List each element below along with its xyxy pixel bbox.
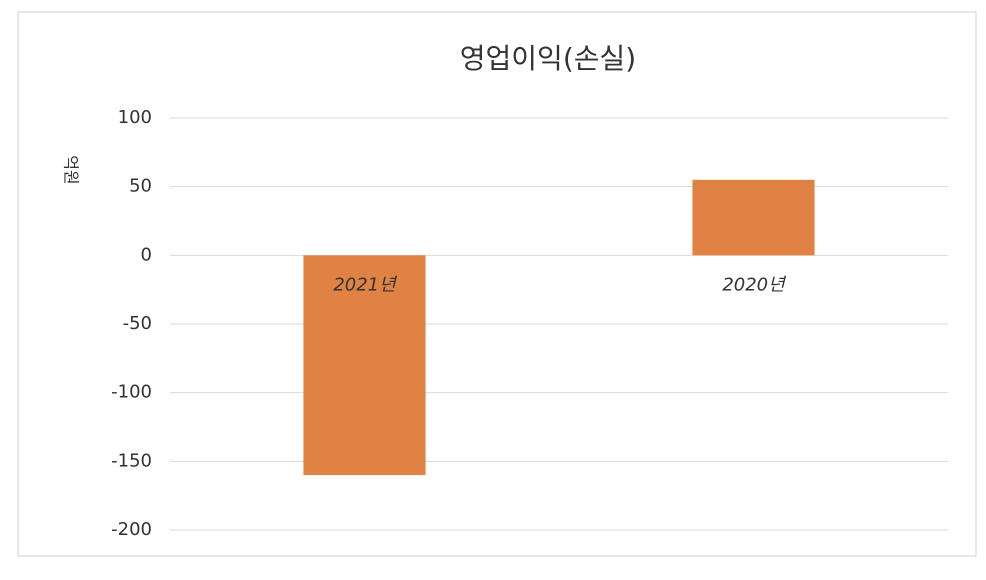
x-tick-label: 2021년: [333, 274, 398, 295]
chart-frame: [17, 11, 977, 557]
bar: [303, 255, 426, 476]
y-tick-label: -100: [111, 382, 152, 403]
y-tick-label: -50: [123, 313, 152, 334]
x-tick-label: 2020년: [722, 274, 787, 295]
bar: [692, 179, 815, 256]
y-axis-label: 억원: [62, 155, 81, 184]
y-tick-label: -200: [111, 519, 152, 540]
y-tick-label: -150: [111, 450, 152, 471]
y-tick-label: 50: [129, 176, 152, 197]
chart-title: 영업이익(손실): [460, 42, 636, 75]
y-tick-label: 100: [118, 107, 152, 128]
y-tick-label: 0: [141, 244, 152, 265]
